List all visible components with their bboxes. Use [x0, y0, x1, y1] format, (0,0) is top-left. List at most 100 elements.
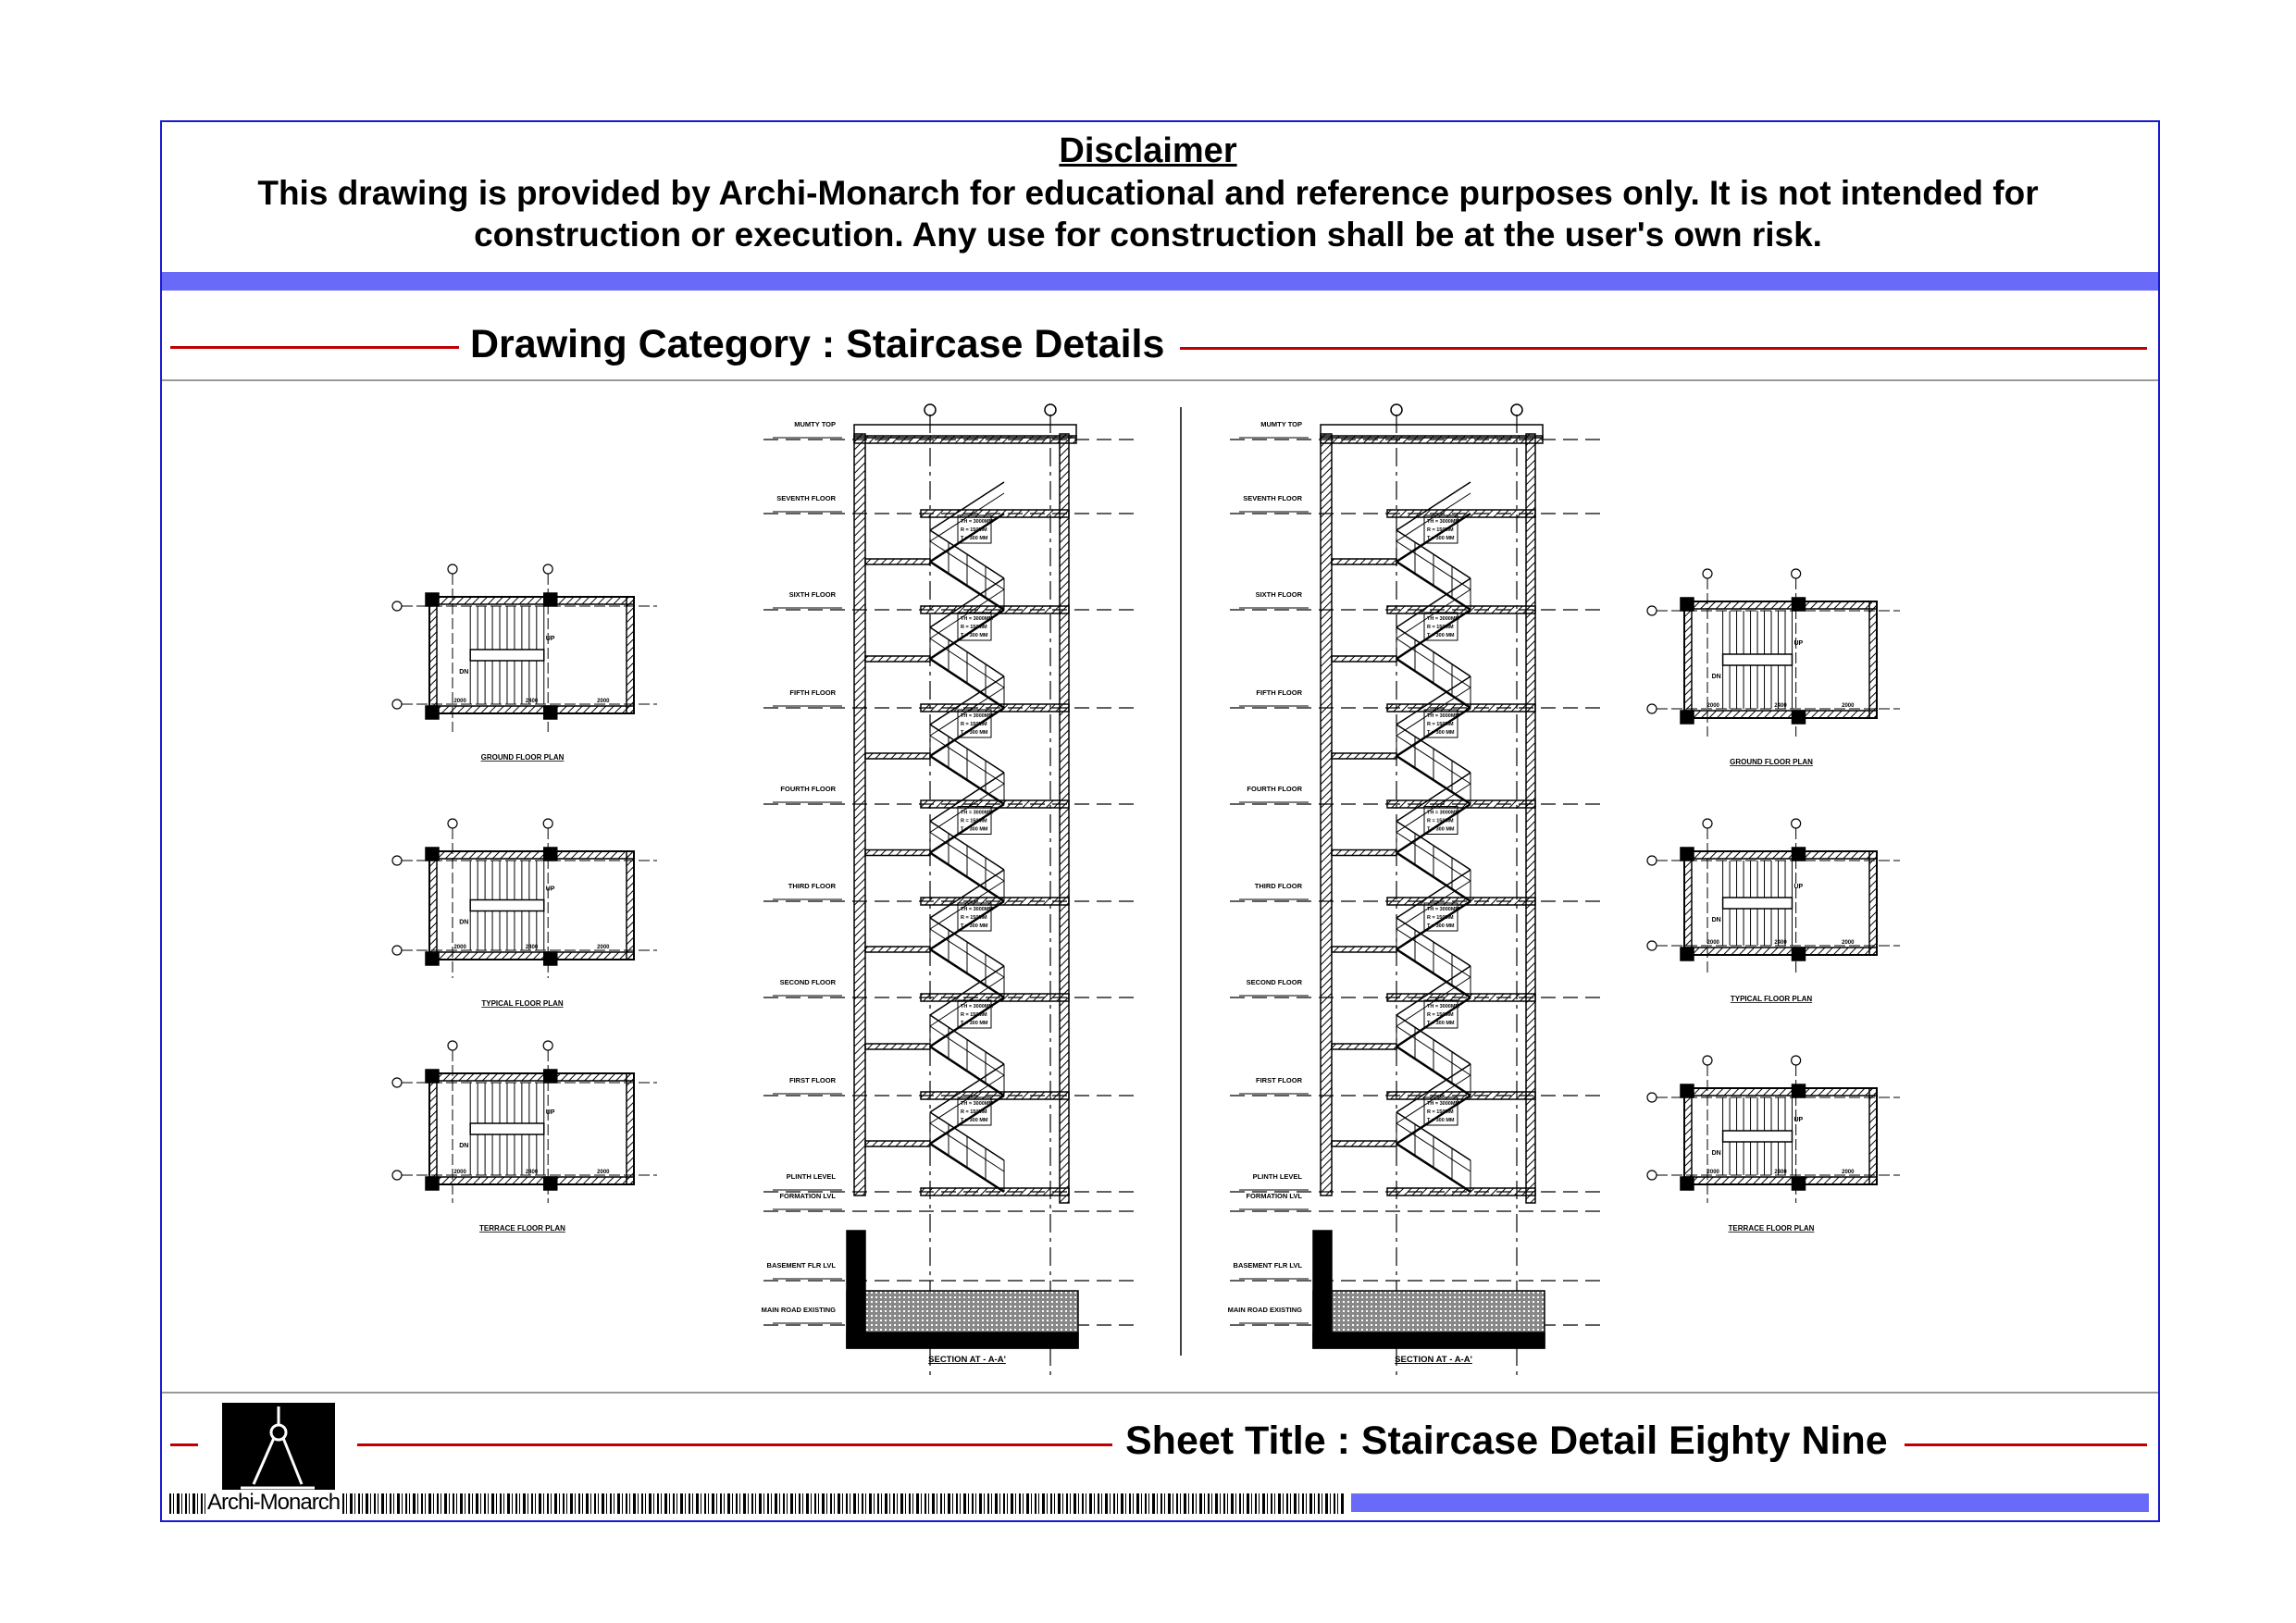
- mid-landing: [864, 558, 931, 565]
- stair-note: T = 300 MM: [1427, 1021, 1455, 1026]
- divider: [162, 1392, 2158, 1394]
- grid-bubble: [1702, 1055, 1713, 1066]
- handrail: [929, 772, 1005, 823]
- grid-bubble: [1646, 1092, 1657, 1103]
- plan-dim: 2400: [1774, 1170, 1787, 1175]
- grid-bubble: [447, 818, 458, 829]
- grid-bubble: [1791, 818, 1802, 829]
- level-label: FOURTH FLOOR: [1247, 785, 1302, 793]
- handrail: [1396, 492, 1471, 542]
- retaining-wall: [846, 1230, 866, 1348]
- grid-bubble: [1646, 605, 1657, 616]
- stair-note-box: [1423, 999, 1458, 1029]
- mid-landing: [1331, 849, 1397, 857]
- level-label: SECOND FLOOR: [780, 978, 837, 986]
- column: [543, 592, 558, 607]
- grid-bubble: [391, 855, 403, 866]
- plan-wall: [428, 596, 635, 605]
- handrail: [929, 588, 1005, 639]
- title-rule-right: [1905, 1443, 2147, 1446]
- plan-dim: 2400: [1774, 940, 1787, 946]
- plan-wall: [428, 596, 438, 714]
- floor-slab: [1386, 1091, 1536, 1100]
- column: [425, 951, 440, 966]
- plan-dim: 2000: [1842, 703, 1855, 709]
- mid-landing: [1331, 1043, 1397, 1050]
- stair-note-box: [957, 612, 992, 641]
- plan-title: GROUND FLOOR PLAN: [1730, 758, 1813, 766]
- stair-note: T = 300 MM: [961, 536, 988, 541]
- drafting-compass-icon: [222, 1403, 335, 1492]
- column: [1791, 1176, 1806, 1191]
- plan-wall: [428, 850, 635, 860]
- handrail: [929, 687, 1005, 737]
- plan-wall: [1868, 601, 1878, 719]
- stair-note-box: [1423, 709, 1458, 738]
- handrail: [1396, 976, 1471, 1027]
- plan-mark-up: UP: [1793, 1117, 1803, 1123]
- stair-note: R = 150MM: [1427, 1109, 1454, 1115]
- logo-text: Archi-Monarch: [205, 1490, 342, 1516]
- stair-note: T = 300 MM: [1427, 923, 1455, 929]
- grid-bubble: [447, 564, 458, 575]
- stair-note: TH = 3000MM: [961, 713, 993, 719]
- plan-wall: [626, 1072, 635, 1185]
- column: [1791, 847, 1806, 861]
- foundation-bed: [1312, 1332, 1545, 1349]
- grid-bubble: [391, 699, 403, 710]
- plan-dim: 2400: [526, 699, 539, 704]
- handrail: [929, 976, 1005, 1027]
- column: [1791, 597, 1806, 612]
- plan-mark-dn: DN: [1712, 674, 1721, 680]
- stair-note-box: [957, 514, 992, 544]
- handrail: [929, 1063, 1005, 1113]
- handrail: [1396, 687, 1471, 737]
- stair-note: R = 150MM: [1427, 819, 1454, 824]
- sheet-frame: [160, 120, 2160, 1522]
- stair-note: TH = 3000MM: [961, 616, 993, 622]
- level-label: SEVENTH FLOOR: [776, 494, 836, 502]
- column: [1680, 597, 1694, 612]
- handrail: [929, 481, 1005, 531]
- stair-note-box: [957, 806, 992, 835]
- plan-mark-up: UP: [1793, 640, 1803, 647]
- stair-flight: [1396, 706, 1471, 758]
- stair-note-box: [1423, 514, 1458, 544]
- column: [1680, 1084, 1694, 1098]
- plan-outline: [1683, 601, 1878, 719]
- level-label: BASEMENT FLR LVL: [1234, 1261, 1303, 1270]
- handrail: [1396, 675, 1471, 725]
- stair-note: TH = 3000MM: [961, 519, 993, 525]
- plan-wall: [1683, 850, 1878, 860]
- floor-slab: [920, 1091, 1070, 1100]
- plan-dim: 2000: [453, 699, 466, 704]
- stair-note: R = 150MM: [1427, 1012, 1454, 1018]
- floor-slab: [1386, 703, 1536, 712]
- barcode-strip: [169, 1493, 1345, 1514]
- column: [425, 847, 440, 861]
- handrail: [929, 492, 1005, 542]
- stair-flight: [929, 1094, 1005, 1146]
- level-label: FIRST FLOOR: [789, 1076, 837, 1084]
- plan-dim: 2000: [453, 945, 466, 950]
- column: [425, 592, 440, 607]
- stair-note-box: [1423, 902, 1458, 932]
- level-label: THIRD FLOOR: [1255, 882, 1303, 890]
- mid-landing: [864, 1140, 931, 1147]
- plan-wall: [1683, 710, 1878, 719]
- stair-note-box: [957, 1096, 992, 1126]
- stair-note-box: [1423, 612, 1458, 641]
- grid-bubble: [391, 1077, 403, 1088]
- stair-note: T = 300 MM: [961, 633, 988, 638]
- floor-slab: [920, 509, 1070, 518]
- stair-note: TH = 3000MM: [961, 907, 993, 912]
- grid-bubble: [447, 1040, 458, 1051]
- grid-bubble: [391, 945, 403, 956]
- column: [1791, 710, 1806, 725]
- plan-wall: [626, 596, 635, 714]
- column: [543, 847, 558, 861]
- stair-flight: [1396, 512, 1471, 564]
- stair-note: R = 150MM: [961, 915, 987, 921]
- plan-wall: [626, 850, 635, 960]
- plan-mark-dn: DN: [459, 1143, 468, 1149]
